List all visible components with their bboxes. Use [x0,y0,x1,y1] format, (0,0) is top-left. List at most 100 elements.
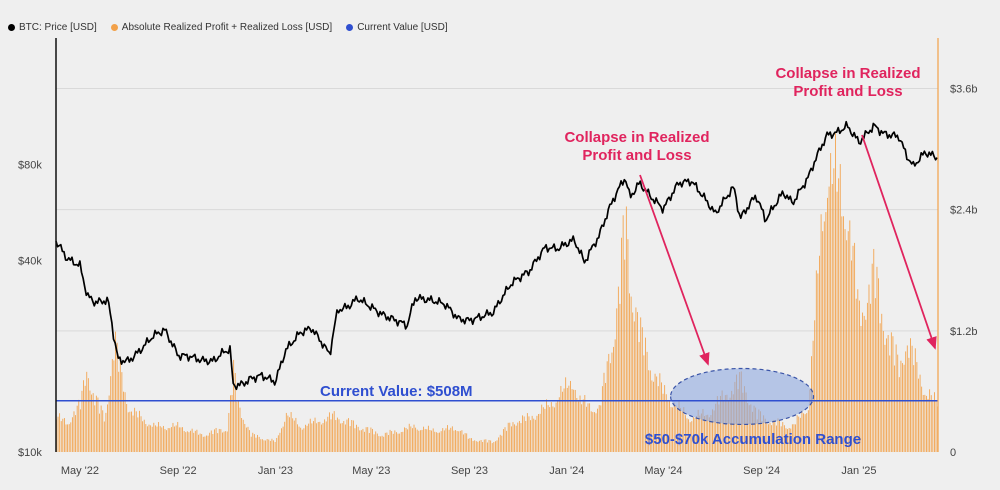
realized-bar [855,298,857,452]
realized-bar [413,424,415,452]
realized-bar [204,436,206,452]
realized-bar [94,405,96,452]
realized-bar [319,421,321,452]
realized-bar [868,284,870,452]
legend-item-current[interactable]: Current Value [USD] [346,22,448,33]
realized-bar [411,428,413,452]
realized-bar [565,377,567,452]
realized-bar [432,428,434,452]
realized-bar [680,407,682,452]
realized-bar [597,408,599,452]
realized-bar [113,360,115,452]
realized-bar [255,437,257,452]
realized-bar [638,342,640,452]
realized-bar [474,440,476,452]
realized-bar [115,331,116,452]
realized-bar [466,433,468,452]
realized-bar [370,427,372,452]
realized-bar [206,435,207,452]
legend-item-realized[interactable]: Absolute Realized Profit + Realized Loss… [110,22,332,33]
realized-bar [490,440,492,452]
realized-bar [764,418,766,452]
realized-bar [763,415,765,452]
realized-bar [368,433,370,452]
realized-bar [258,436,260,452]
realized-bar [445,428,447,452]
realized-bar [542,407,544,452]
realized-bar [277,435,279,452]
realized-bar [245,427,247,452]
realized-bar [723,401,725,452]
realized-bar [622,215,624,452]
realized-bar [619,303,621,452]
realized-bar [226,431,228,452]
realized-bar [514,424,516,452]
realized-bar [86,371,88,452]
realized-bar [686,418,688,452]
realized-bar [590,411,592,452]
realized-bar [777,418,779,452]
realized-bar [250,436,252,452]
realized-bar [268,439,270,452]
realized-bar [193,432,195,452]
realized-bar [322,423,324,452]
realized-bar [838,178,840,452]
realized-bar [653,381,654,452]
realized-bar [541,404,543,452]
realized-bar [640,317,642,452]
realized-bar [158,422,160,452]
realized-bar [349,426,351,452]
realized-bar [217,433,219,452]
realized-bar [627,239,629,452]
realized-bar [397,433,399,452]
realized-bar [408,423,410,452]
realized-bar [177,421,179,452]
realized-bar [456,431,458,452]
realized-bar [699,415,701,452]
realized-bar [662,393,664,452]
realized-bar [554,407,555,452]
realized-bar [851,260,852,452]
realized-bar [461,430,463,452]
realized-bar [862,312,864,452]
right-tick-label: $2.4b [950,205,978,217]
realized-bar [858,300,860,452]
realized-bar [151,426,153,452]
realized-bar [340,423,342,452]
realized-bar [482,441,484,452]
legend-dot-realized [110,24,118,31]
right-tick-label: $3.6b [950,83,978,95]
realized-bar [190,430,191,452]
realized-bar [309,418,311,452]
realized-bar [852,245,854,452]
realized-bar [889,355,891,452]
realized-bar [806,413,808,452]
realized-bar [718,404,720,452]
realized-bar [694,418,696,452]
legend-item-price[interactable]: BTC: Price [USD] [8,22,97,33]
realized-bar [871,263,873,452]
realized-bar [691,421,693,452]
realized-bar [281,428,282,452]
realized-bar [696,416,697,452]
x-tick-label: May '23 [352,465,390,477]
realized-bar [153,422,155,452]
realized-bar [196,429,198,452]
realized-bar [351,420,353,452]
realized-bar [616,308,618,452]
realized-bar [336,417,338,452]
realized-bar [84,385,86,452]
realized-bar [523,416,525,452]
realized-bar [233,359,235,452]
realized-bar [873,248,875,452]
realized-bar [202,436,204,452]
realized-bar [172,422,174,452]
realized-bar [194,430,196,452]
realized-bar [437,432,439,452]
realized-bar [890,332,892,452]
realized-bar [528,416,530,452]
realized-bar [314,417,316,452]
realized-bar [866,302,868,452]
realized-bar [116,342,118,452]
realized-bar [790,428,792,452]
